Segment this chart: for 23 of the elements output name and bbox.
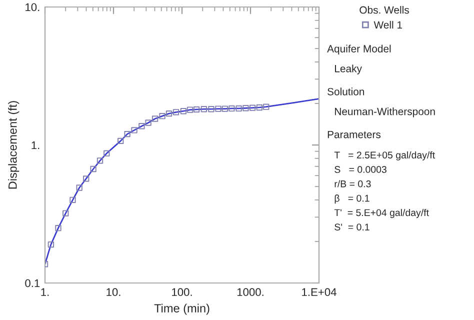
text: T = 2.5E+05 gal/day/ft [334,151,435,160]
text: Solution [328,88,364,96]
text: Parameters [328,130,381,138]
legend-label: Well 1 [374,20,402,29]
y-tick-label: 10. [26,3,40,12]
text: Aquifer Model [327,44,391,55]
y-tick-label: 1. [32,141,40,150]
text: S' = 0.1 [334,224,370,230]
x-tick-label: 1.E+04 [302,288,336,296]
text: β = 0.1 [334,194,370,204]
legend-title: Obs. Wells [360,6,409,14]
x-axis-title: Time (min) [154,304,210,315]
x-tick-label: 1. [41,288,49,296]
text: T' = 5.E+04 gal/day/ft [334,208,429,218]
y-axis-title: Displacement (ft) [8,101,20,189]
x-tick-label: 10. [106,288,120,296]
y-tick-label: 0.1 [25,279,40,288]
x-tick-label: 100. [172,288,192,296]
text: S = 0.0003 [334,166,386,173]
x-tick-label: 1000. [237,288,264,296]
text: r/B = 0.3 [334,180,371,188]
text: Leaky [335,64,362,74]
text: Neuman-Witherspoon [335,108,435,118]
